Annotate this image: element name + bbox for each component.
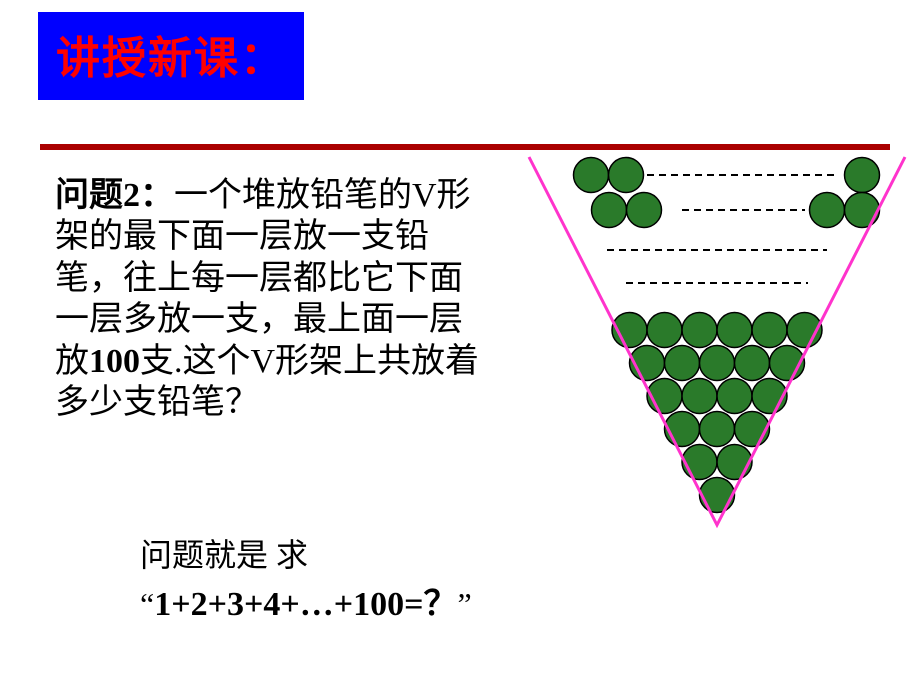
pencil-circle bbox=[810, 193, 845, 228]
pencil-circle bbox=[717, 445, 752, 480]
problem-block: 问题2：一个堆放铅笔的V形架的最下面一层放一支铅笔，往上每一层都比它下面一层多放… bbox=[55, 175, 485, 424]
pencil-circle bbox=[717, 379, 752, 414]
pencil-circle bbox=[627, 193, 662, 228]
equation-expr-line: “1+2+3+4+…+100=？” bbox=[140, 576, 740, 625]
pencil-circle bbox=[682, 313, 717, 348]
problem-label: 问题2： bbox=[55, 177, 174, 214]
v-rack-diagram bbox=[527, 155, 907, 535]
pencil-circle bbox=[574, 158, 609, 193]
pencil-circle bbox=[682, 445, 717, 480]
pencil-circle bbox=[735, 346, 770, 381]
pencil-circle bbox=[665, 346, 700, 381]
quote-close: ” bbox=[457, 586, 471, 622]
pencil-circle bbox=[592, 193, 627, 228]
problem-bold-100: 100 bbox=[89, 343, 140, 380]
red-divider bbox=[40, 144, 890, 150]
pencil-circle bbox=[700, 478, 735, 513]
pencil-circle bbox=[700, 346, 735, 381]
lesson-title: 讲授新课： bbox=[56, 34, 286, 83]
lesson-title-box: 讲授新课： bbox=[38, 12, 304, 100]
equation-block: 问题就是 求 “1+2+3+4+…+100=？” bbox=[140, 530, 740, 625]
pencil-circle bbox=[609, 158, 644, 193]
quote-open: “ bbox=[140, 586, 154, 622]
equation-lead: 问题就是 求 bbox=[140, 530, 740, 576]
pencil-circle bbox=[700, 412, 735, 447]
pencil-circle bbox=[647, 313, 682, 348]
pencil-circle bbox=[752, 313, 787, 348]
pencil-circle bbox=[735, 412, 770, 447]
pencil-circle bbox=[845, 193, 880, 228]
pencil-circle bbox=[665, 412, 700, 447]
equation-expr: 1+2+3+4+…+100=？ bbox=[154, 586, 457, 623]
pencil-circle bbox=[682, 379, 717, 414]
pencil-circle bbox=[845, 158, 880, 193]
pencil-circle bbox=[717, 313, 752, 348]
